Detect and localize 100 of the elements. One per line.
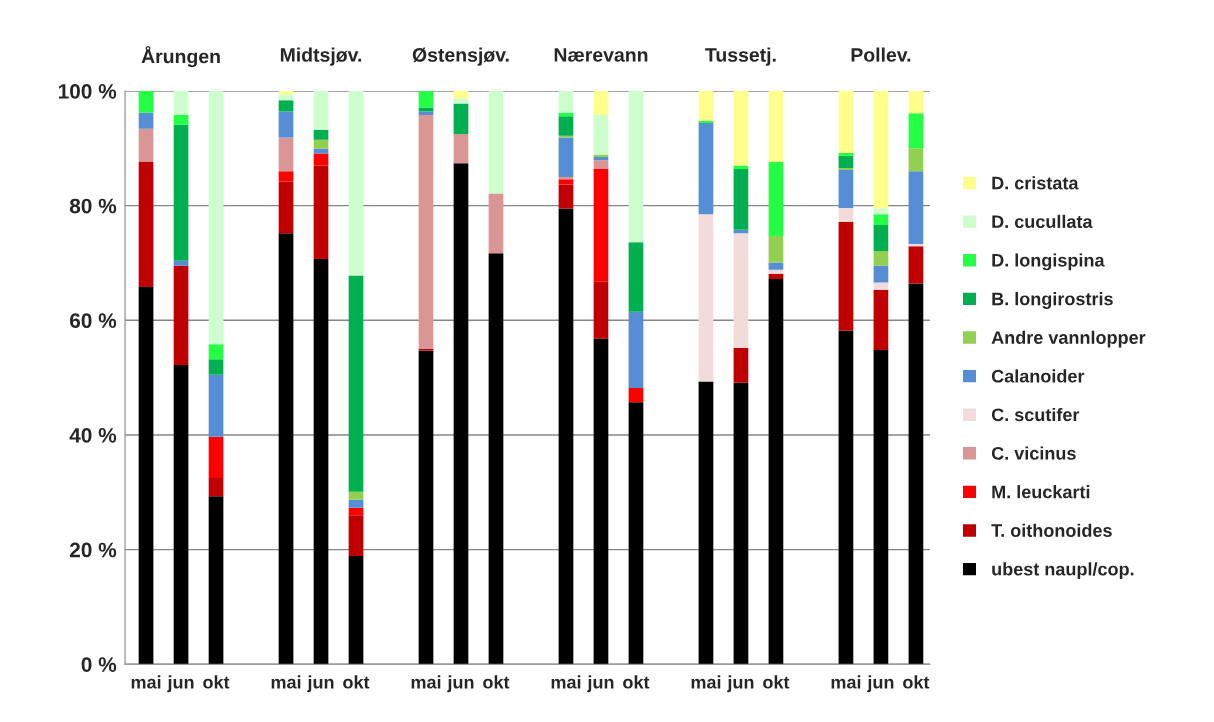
bar <box>628 402 644 665</box>
bar <box>208 344 224 360</box>
bar <box>348 555 364 665</box>
bar <box>173 260 189 266</box>
bar <box>908 113 924 149</box>
bar <box>348 499 364 508</box>
bar <box>838 221 854 331</box>
bar <box>278 233 294 665</box>
bar <box>208 359 224 375</box>
y-tick-label: 80 % <box>69 198 117 214</box>
bar <box>768 273 784 279</box>
bar <box>873 289 889 351</box>
bar <box>453 103 469 134</box>
bar <box>768 162 784 237</box>
bar <box>278 100 294 112</box>
bar <box>768 236 784 263</box>
y-tick-label: 60 % <box>69 313 117 329</box>
x-tick-label: okt <box>343 675 370 689</box>
bar <box>698 214 714 382</box>
bar <box>768 269 784 274</box>
y-tick-label: 0 % <box>81 657 117 672</box>
bar <box>873 350 889 665</box>
bar <box>628 311 644 388</box>
bar <box>418 90 434 108</box>
bar <box>348 90 364 276</box>
bar <box>593 281 609 339</box>
bar <box>208 477 224 497</box>
bar <box>313 90 329 130</box>
bar <box>558 184 574 209</box>
bar <box>488 193 504 254</box>
bar <box>138 128 154 163</box>
legend-label: Andre vannlopper <box>991 330 1146 348</box>
legend-label: D. longispina <box>992 253 1105 271</box>
bar <box>698 381 714 665</box>
bar <box>208 374 224 437</box>
x-tick-label: mai <box>551 675 581 689</box>
legend-label: D. cristata <box>992 176 1079 190</box>
bar <box>838 155 854 169</box>
x-tick-label: mai <box>131 675 161 689</box>
legend-label: Calanoider <box>991 369 1085 383</box>
x-tick-label: jun <box>167 675 194 693</box>
bar <box>278 181 294 234</box>
bar <box>733 165 749 169</box>
text: Østensjøv. <box>412 47 509 66</box>
bar <box>348 275 364 492</box>
x-tick-label: okt <box>623 675 650 689</box>
bar <box>593 160 609 169</box>
bar <box>873 282 889 290</box>
bar <box>453 133 469 164</box>
legend-label: C. scutifer <box>991 407 1080 422</box>
bar <box>278 171 294 182</box>
x-tick-label: mai <box>831 675 861 689</box>
bar <box>733 382 749 665</box>
bar <box>873 208 889 215</box>
bar <box>348 515 364 556</box>
bar <box>138 162 154 288</box>
bar <box>313 258 329 665</box>
bar <box>733 168 749 230</box>
x-tick-label: mai <box>271 675 301 689</box>
bar <box>768 262 784 270</box>
x-tick-label: jun <box>587 675 614 693</box>
bar <box>138 287 154 665</box>
bar <box>558 137 574 177</box>
bar <box>733 347 749 383</box>
bar <box>873 265 889 283</box>
bar <box>208 90 224 345</box>
bar <box>908 171 924 245</box>
bar <box>593 338 609 665</box>
bar <box>593 90 609 116</box>
bar <box>628 387 644 403</box>
y-tick-label: 100 % <box>58 83 117 99</box>
y-tick-label: 40 % <box>69 427 117 443</box>
text: Årungen <box>141 45 220 68</box>
x-tick-label: jun <box>447 675 474 693</box>
bar <box>593 168 609 282</box>
legend-label: D. cucullata <box>992 214 1093 229</box>
bar <box>558 179 574 185</box>
bar <box>838 152 854 156</box>
bar <box>873 90 889 209</box>
legend-label: T. oithonoides <box>991 523 1112 537</box>
bar <box>558 116 574 136</box>
bar <box>628 90 644 243</box>
x-tick-label: jun <box>727 675 754 693</box>
bar <box>908 148 924 172</box>
bar <box>313 129 329 140</box>
bar <box>558 90 574 113</box>
bar <box>908 90 924 114</box>
bar <box>733 233 749 348</box>
bar <box>628 242 644 312</box>
bar <box>278 94 294 101</box>
bar <box>173 115 189 125</box>
bar <box>278 111 294 138</box>
bar <box>593 115 609 155</box>
bar <box>418 350 434 665</box>
bar <box>768 90 784 163</box>
x-tick-label: mai <box>411 675 441 689</box>
text: Pollev. <box>851 47 911 62</box>
bar <box>698 90 714 121</box>
text: Tussetj. <box>705 47 776 66</box>
bar <box>838 207 854 222</box>
